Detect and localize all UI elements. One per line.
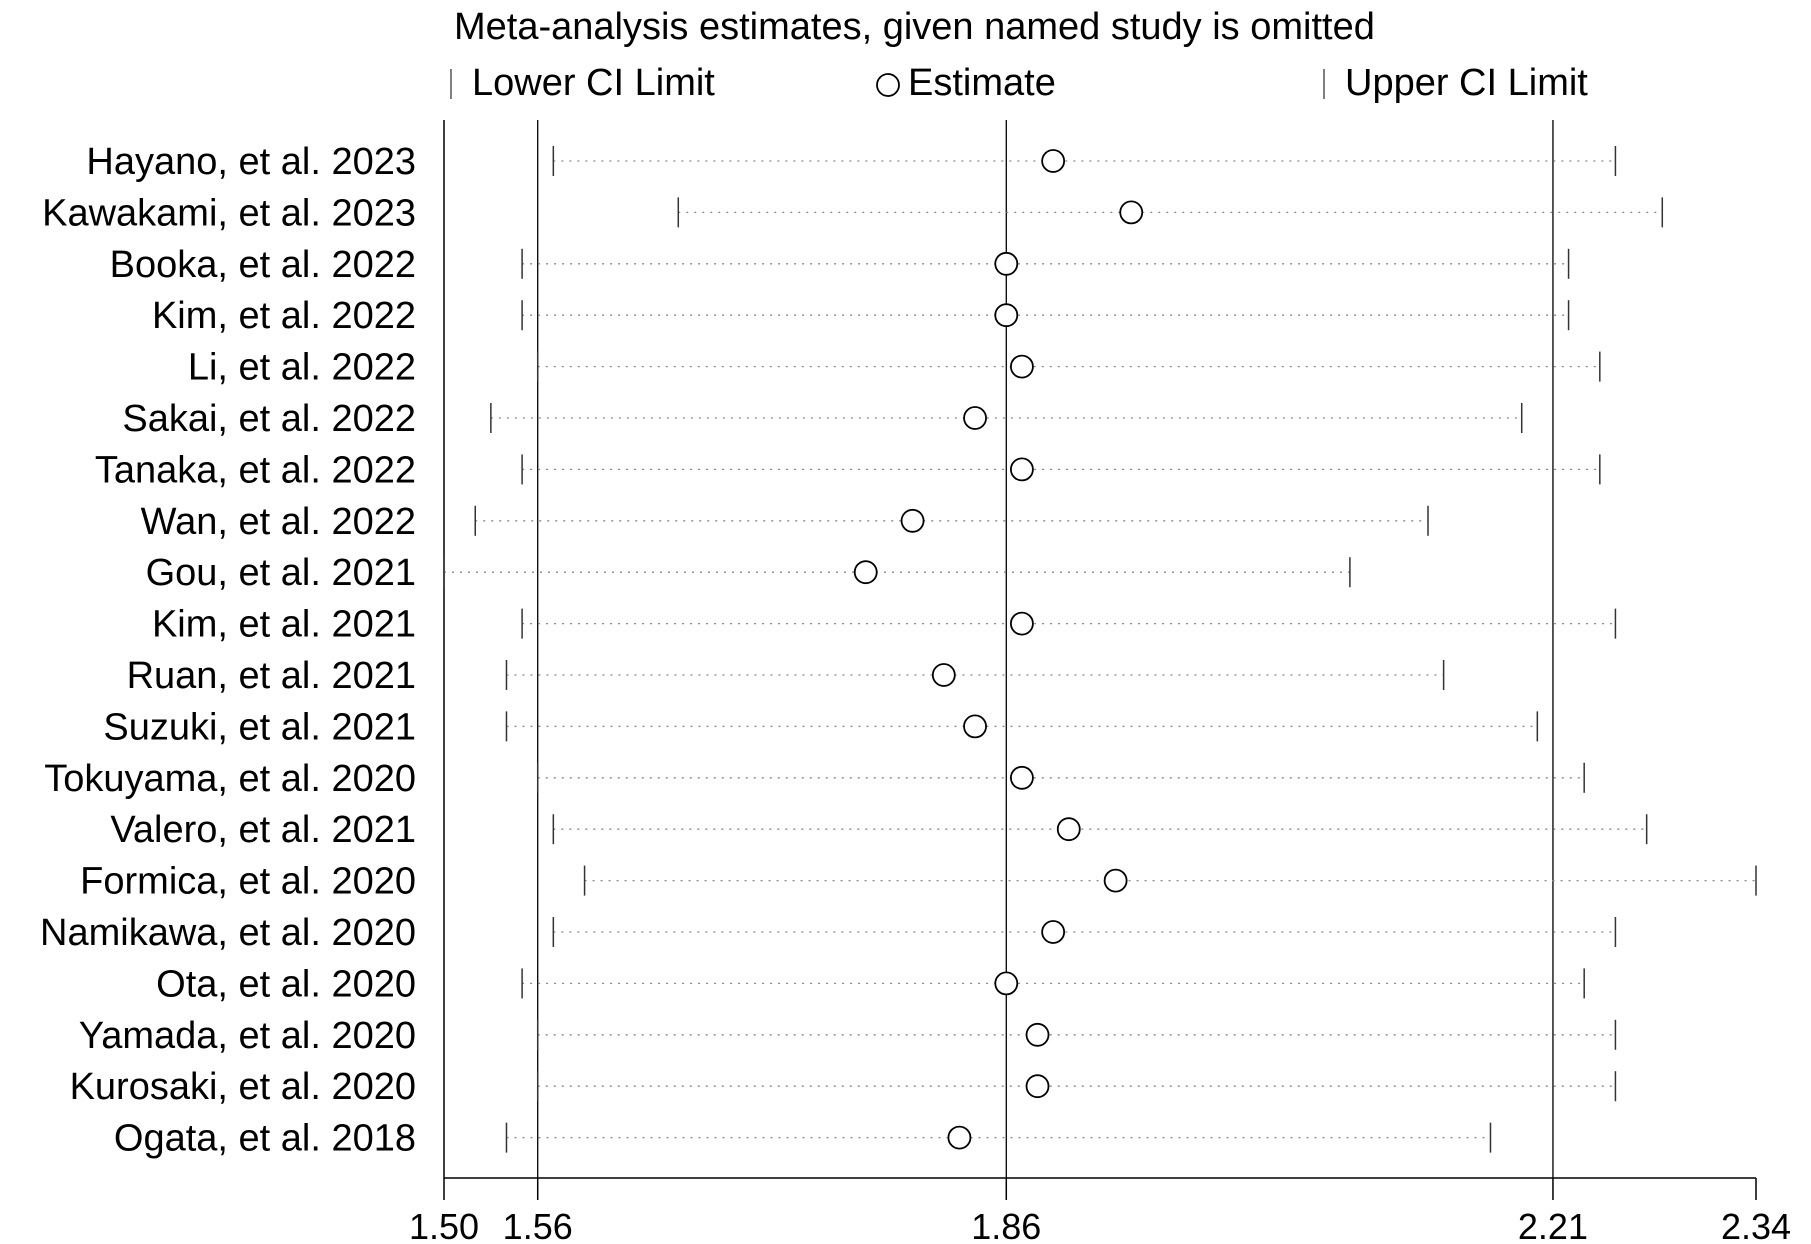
estimate-marker <box>1010 611 1034 636</box>
study-label: Kim, et al. 2022 <box>152 295 416 337</box>
study-label: Kim, et al. 2021 <box>152 604 416 646</box>
study-label: Wan, et al. 2022 <box>141 501 416 543</box>
study-label: Hayano, et al. 2023 <box>86 141 416 183</box>
study-label: Formica, et al. 2020 <box>80 861 416 903</box>
study-label: Sakai, et al. 2022 <box>122 398 416 440</box>
study-label: Booka, et al. 2022 <box>110 244 416 286</box>
x-tick-label: 2.21 <box>1518 1206 1588 1244</box>
x-tick-label: 2.34 <box>1721 1206 1791 1244</box>
legend-upper-label: Upper CI Limit <box>1345 62 1588 104</box>
chart-title: Meta-analysis estimates, given named stu… <box>454 6 1375 48</box>
estimate-marker <box>963 406 987 430</box>
legend: Lower CI Limit Estimate Upper CI Limit <box>450 62 1588 104</box>
estimate-marker <box>1056 817 1081 842</box>
x-tick-label: 1.86 <box>971 1206 1041 1244</box>
estimate-marker <box>1025 1022 1050 1047</box>
estimate-marker <box>1010 354 1034 379</box>
study-label: Li, et al. 2022 <box>188 347 416 389</box>
study-label: Ogata, et al. 2018 <box>114 1118 416 1160</box>
estimate-marker <box>900 508 925 533</box>
estimate-marker <box>1010 765 1034 790</box>
study-label: Valero, et al. 2021 <box>110 809 416 851</box>
legend-estimate-label: Estimate <box>908 62 1056 104</box>
estimate-marker <box>963 714 987 739</box>
estimate-marker <box>1119 200 1144 225</box>
x-tick-label: 1.50 <box>409 1206 479 1244</box>
study-label: Ota, et al. 2020 <box>156 963 416 1005</box>
estimate-marker <box>1041 149 1066 173</box>
study-label: Kawakami, et al. 2023 <box>42 192 416 234</box>
study-label: Suzuki, et al. 2021 <box>103 706 416 748</box>
estimate-marker <box>994 251 1019 276</box>
estimate-marker <box>1103 868 1128 893</box>
estimate-marker <box>1025 1074 1050 1099</box>
study-label: Kurosaki, et al. 2020 <box>70 1066 416 1108</box>
study-label: Tokuyama, et al. 2020 <box>44 758 416 800</box>
estimate-marker <box>1010 457 1034 482</box>
x-tick-label: 1.56 <box>503 1206 573 1244</box>
estimate-marker <box>994 303 1019 328</box>
legend-lower-label: Lower CI Limit <box>472 62 715 104</box>
estimate-marker <box>947 1125 972 1150</box>
study-label: Ruan, et al. 2021 <box>127 655 416 697</box>
study-label: Gou, et al. 2021 <box>146 552 416 594</box>
plot-area: 1.50 1.56 1.86 2.21 2.34 Hayano, et al. 2023 K… <box>40 120 1791 1244</box>
legend-estimate-marker <box>876 73 900 97</box>
study-label: Tanaka, et al. 2022 <box>95 449 416 491</box>
estimate-marker <box>931 663 956 687</box>
estimate-marker <box>853 560 878 585</box>
study-label: Yamada, et al. 2020 <box>79 1015 416 1057</box>
estimate-marker <box>1041 920 1066 944</box>
study-label: Namikawa, et al. 2020 <box>40 912 416 954</box>
estimate-marker <box>994 971 1019 996</box>
